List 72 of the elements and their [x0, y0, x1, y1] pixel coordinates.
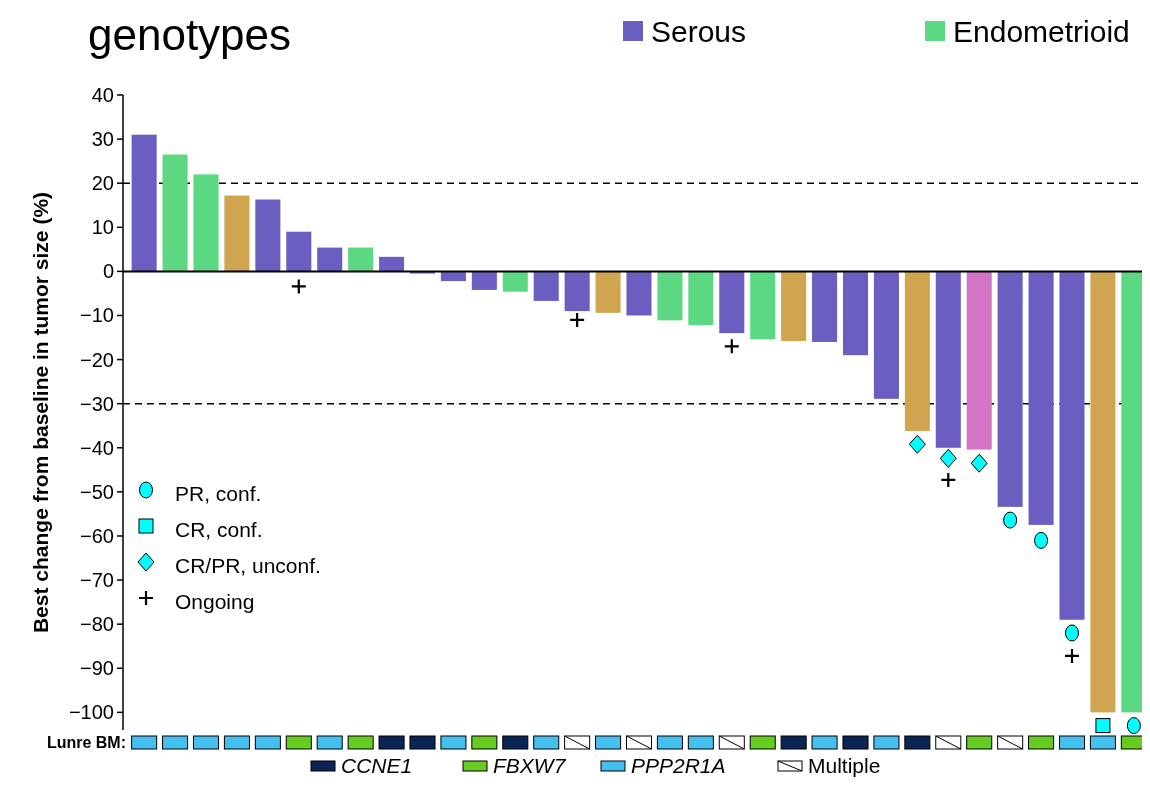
bar	[286, 231, 312, 272]
bar	[842, 271, 869, 356]
point	[970, 453, 988, 473]
bar	[781, 271, 807, 342]
legend-label: Serous	[651, 14, 747, 48]
y-tick-label: −80	[80, 613, 114, 636]
point	[1126, 717, 1141, 735]
y-tick-label: 20	[91, 172, 114, 195]
bar	[935, 271, 961, 448]
bar	[317, 247, 343, 272]
bar	[471, 271, 497, 290]
bar	[904, 271, 930, 432]
y-tick-label: −70	[80, 569, 114, 592]
legend-label: CR, conf.	[175, 518, 263, 542]
bar	[162, 154, 188, 272]
y-axis-title: Best change from baseline in tumor size (%)	[29, 191, 52, 634]
point	[940, 471, 957, 489]
bar	[1090, 271, 1116, 713]
bar	[873, 271, 899, 399]
bar	[348, 247, 374, 272]
bar	[595, 271, 621, 313]
y-tick-label: −50	[80, 480, 114, 503]
point	[1034, 531, 1049, 549]
bar	[224, 195, 250, 272]
bar	[255, 199, 281, 272]
legend-label: PR, conf.	[175, 482, 262, 506]
point	[1065, 624, 1079, 642]
bar	[1028, 271, 1054, 525]
bar	[564, 271, 590, 312]
point	[1003, 511, 1018, 529]
legend-label: Ongoing	[175, 590, 255, 614]
legend-label: CCNE1	[341, 754, 413, 778]
bar	[812, 271, 838, 342]
y-tick-label: −40	[80, 436, 114, 459]
bar	[750, 271, 776, 340]
bar	[966, 271, 992, 450]
bar	[440, 271, 466, 282]
bar	[1059, 271, 1085, 620]
bar	[193, 174, 219, 272]
y-tick-label: 0	[102, 260, 114, 283]
legend-label: Multiple	[808, 754, 881, 778]
bar	[657, 271, 683, 321]
bar	[626, 271, 652, 316]
point	[1095, 718, 1111, 734]
bar	[719, 271, 745, 334]
y-tick-label: 40	[91, 84, 114, 106]
bar	[533, 271, 559, 301]
y-tick-label: −30	[80, 392, 114, 415]
point	[1063, 647, 1081, 665]
bar	[131, 134, 157, 272]
point	[290, 278, 307, 295]
bar	[409, 271, 436, 274]
bar	[688, 271, 714, 326]
point	[939, 448, 957, 468]
y-tick-label: −10	[80, 304, 114, 327]
point	[723, 338, 740, 355]
bar	[997, 271, 1023, 507]
chart-title: genotypes	[88, 10, 292, 59]
y-tick-label: −20	[80, 348, 114, 371]
point	[569, 311, 586, 328]
point	[908, 434, 926, 454]
legend-label: CR/PR, unconf.	[175, 554, 321, 578]
y-tick-label: 30	[91, 128, 114, 151]
legend-label: Endometrioid	[953, 14, 1130, 48]
y-tick-label: −60	[80, 524, 114, 547]
y-axis-title: Lunre BM:	[46, 734, 126, 752]
y-tick-label: 10	[91, 216, 114, 239]
bar	[502, 271, 528, 292]
legend-label: FBXW7	[493, 754, 567, 778]
legend-label: PPP2R1A	[631, 754, 726, 778]
y-tick-label: −90	[80, 657, 114, 680]
y-tick-label: −100	[68, 701, 114, 724]
